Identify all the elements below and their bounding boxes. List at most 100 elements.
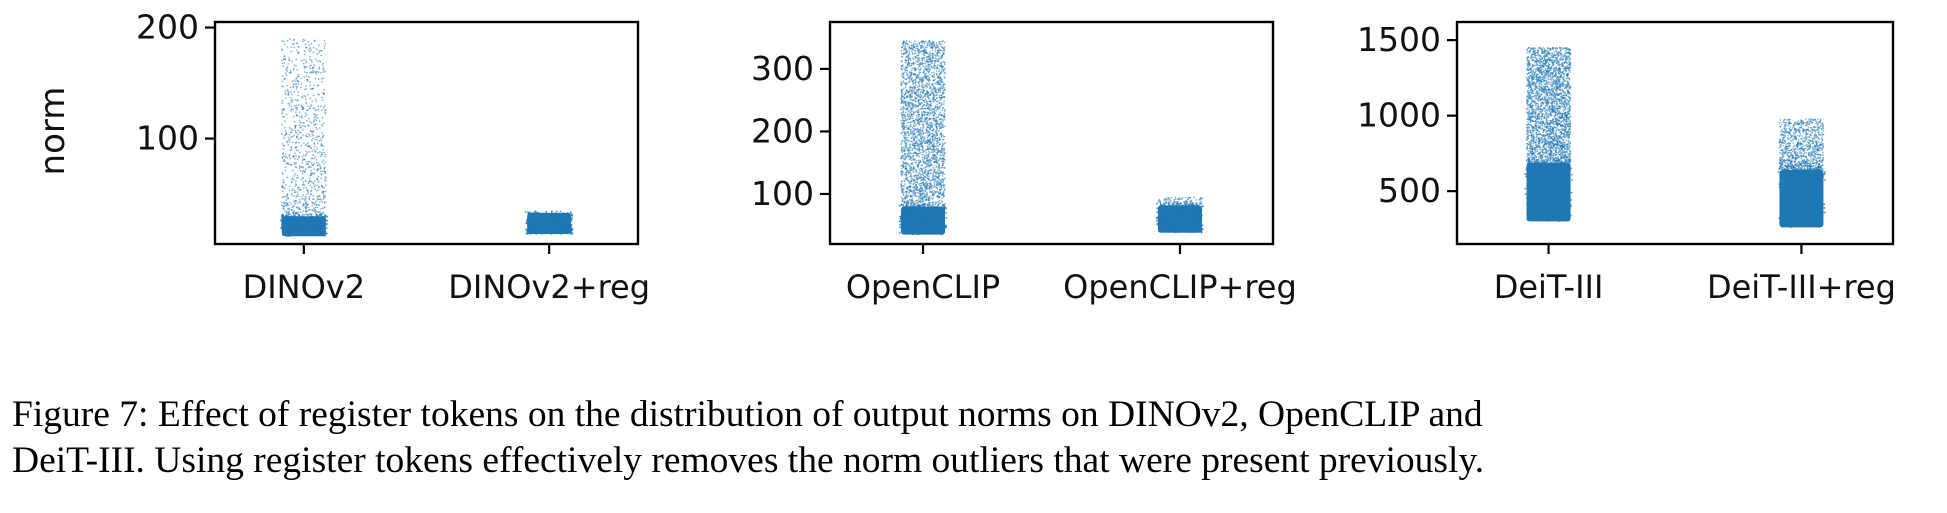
data-point: [900, 149, 903, 152]
data-point: [930, 157, 933, 160]
data-point: [935, 175, 938, 178]
data-point: [562, 212, 564, 215]
data-point: [924, 142, 926, 144]
data-point: [291, 189, 293, 192]
data-point: [295, 177, 298, 179]
data-point: [915, 214, 918, 217]
data-point: [308, 133, 310, 136]
data-point: [295, 149, 298, 152]
data-point: [314, 156, 317, 158]
data-point: [285, 97, 287, 100]
data-point: [301, 162, 304, 164]
data-point: [1538, 180, 1540, 182]
data-point: [915, 89, 918, 92]
data-point: [932, 53, 935, 55]
data-point: [933, 161, 935, 164]
data-point: [1556, 183, 1559, 186]
data-point: [1177, 226, 1180, 229]
data-point: [935, 118, 937, 120]
data-point: [921, 113, 924, 116]
data-point: [530, 229, 533, 232]
data-point: [901, 147, 903, 149]
data-point: [281, 222, 283, 225]
data-point: [311, 173, 313, 176]
data-point: [290, 128, 293, 130]
data-point: [307, 181, 310, 184]
data-point: [1532, 183, 1535, 185]
data-point: [921, 59, 924, 62]
data-point: [934, 179, 937, 182]
data-point: [290, 203, 292, 205]
data-point: [938, 229, 941, 232]
data-point: [322, 106, 325, 109]
data-point: [922, 174, 924, 176]
data-point: [567, 232, 569, 235]
data-point: [296, 224, 299, 227]
data-point: [313, 143, 316, 145]
data-point: [1535, 172, 1538, 175]
data-point: [307, 226, 310, 228]
data-point: [901, 46, 903, 49]
data-point: [931, 62, 933, 65]
data-point: [922, 160, 925, 163]
data-point: [936, 141, 939, 144]
data-point: [929, 201, 932, 204]
data-point: [530, 228, 533, 231]
data-point: [1568, 187, 1571, 190]
data-point: [288, 211, 290, 214]
data-point: [545, 220, 548, 223]
data-point: [931, 201, 934, 204]
data-point: [289, 38, 291, 40]
data-point: [558, 222, 561, 225]
data-point: [911, 53, 914, 55]
data-point: [905, 213, 907, 216]
data-point: [1535, 181, 1538, 184]
data-point: [926, 193, 929, 195]
data-point: [942, 65, 945, 68]
data-point: [904, 93, 907, 96]
data-point: [917, 58, 919, 61]
data-point: [1556, 191, 1559, 193]
data-point: [321, 229, 323, 232]
data-point: [911, 140, 913, 143]
data-point: [281, 115, 284, 118]
data-point: [314, 220, 316, 223]
data-point: [294, 129, 297, 132]
data-point: [310, 43, 313, 45]
data-point: [554, 215, 557, 218]
data-point: [541, 219, 544, 222]
data-point: [1543, 170, 1545, 173]
data-point: [294, 228, 296, 231]
data-point: [910, 179, 913, 182]
data-point: [921, 198, 924, 200]
data-point: [285, 204, 288, 207]
data-point: [910, 69, 913, 72]
data-point: [942, 90, 945, 92]
data-point: [937, 107, 939, 110]
data-point: [1539, 180, 1542, 183]
data-point: [943, 116, 946, 119]
data-point: [297, 219, 300, 222]
data-point: [934, 154, 936, 157]
data-point: [535, 233, 538, 235]
data-point: [1189, 203, 1191, 205]
data-point: [923, 90, 926, 92]
data-point: [1177, 212, 1180, 215]
data-point: [911, 67, 914, 70]
data-point: [908, 214, 911, 217]
data-point: [900, 112, 902, 114]
data-point: [1567, 213, 1570, 216]
data-point: [924, 229, 927, 232]
data-point: [923, 111, 926, 114]
data-point: [292, 108, 294, 111]
data-point: [317, 151, 319, 154]
data-point: [290, 106, 293, 108]
data-point: [900, 143, 903, 146]
data-point: [301, 59, 303, 62]
data-point: [932, 128, 935, 131]
data-point: [901, 164, 903, 167]
data-point: [306, 234, 309, 236]
data-point: [292, 86, 295, 88]
data-point: [301, 226, 304, 229]
data-point: [1545, 216, 1548, 219]
